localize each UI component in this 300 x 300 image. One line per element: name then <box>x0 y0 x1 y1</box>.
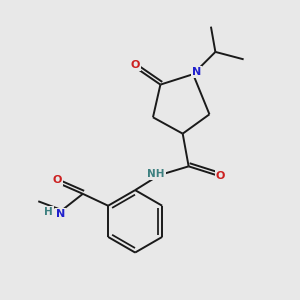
Text: N: N <box>192 67 201 77</box>
Text: O: O <box>130 60 140 70</box>
Text: NH: NH <box>147 169 165 179</box>
Text: H: H <box>44 207 53 217</box>
Text: N: N <box>56 209 65 219</box>
Text: O: O <box>53 175 62 185</box>
Text: O: O <box>216 171 225 181</box>
